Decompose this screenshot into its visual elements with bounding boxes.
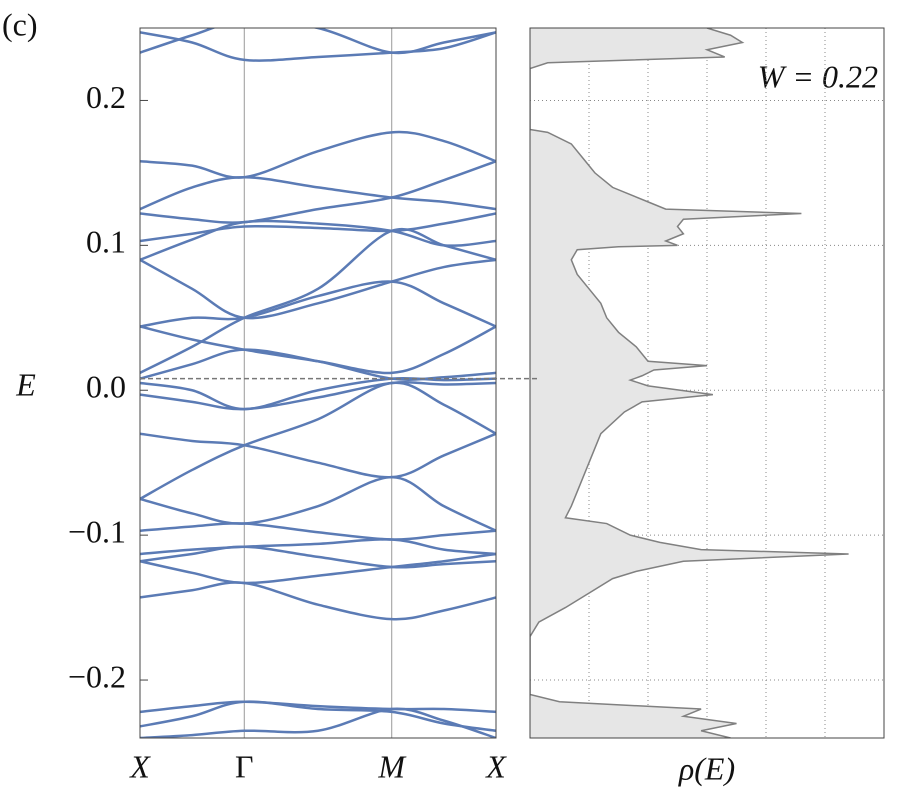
band <box>140 227 496 374</box>
band <box>140 258 496 320</box>
dos-line <box>530 28 849 738</box>
band <box>140 348 496 381</box>
band <box>140 381 496 501</box>
plot-frame <box>139 27 497 739</box>
band <box>140 538 496 556</box>
x-tick-label: X <box>128 748 151 784</box>
band <box>140 130 496 179</box>
y-tick-label: 0.0 <box>86 369 126 405</box>
annotation: W = 0.22 <box>758 58 878 94</box>
plot-frame <box>529 27 885 739</box>
x-axis-label: ρ(E) <box>678 750 735 786</box>
x-tick-label: X <box>484 748 507 784</box>
y-tick-label: −0.1 <box>68 513 126 549</box>
band <box>140 475 496 532</box>
dos-panel <box>530 28 884 738</box>
band <box>140 325 496 375</box>
band <box>140 552 496 585</box>
band <box>140 31 496 62</box>
y-axis-label: E <box>15 366 36 402</box>
x-tick-label: M <box>377 748 407 784</box>
band <box>140 160 496 224</box>
y-tick-label: 0.1 <box>86 224 126 260</box>
band-panel <box>140 28 496 738</box>
band <box>140 376 496 411</box>
band <box>140 707 496 738</box>
band <box>140 28 496 55</box>
band <box>140 212 496 243</box>
band <box>140 700 496 732</box>
band <box>140 175 496 211</box>
band <box>140 522 496 541</box>
panel-label: (c) <box>2 6 38 42</box>
band <box>140 545 496 569</box>
band <box>140 432 496 479</box>
y-tick-label: 0.2 <box>86 79 126 115</box>
x-tick-label: Γ <box>235 748 254 784</box>
band <box>140 581 496 621</box>
dos-area <box>530 28 849 738</box>
band <box>140 280 496 328</box>
band <box>140 381 496 411</box>
y-tick-label: −0.2 <box>68 658 126 694</box>
band <box>140 700 496 714</box>
